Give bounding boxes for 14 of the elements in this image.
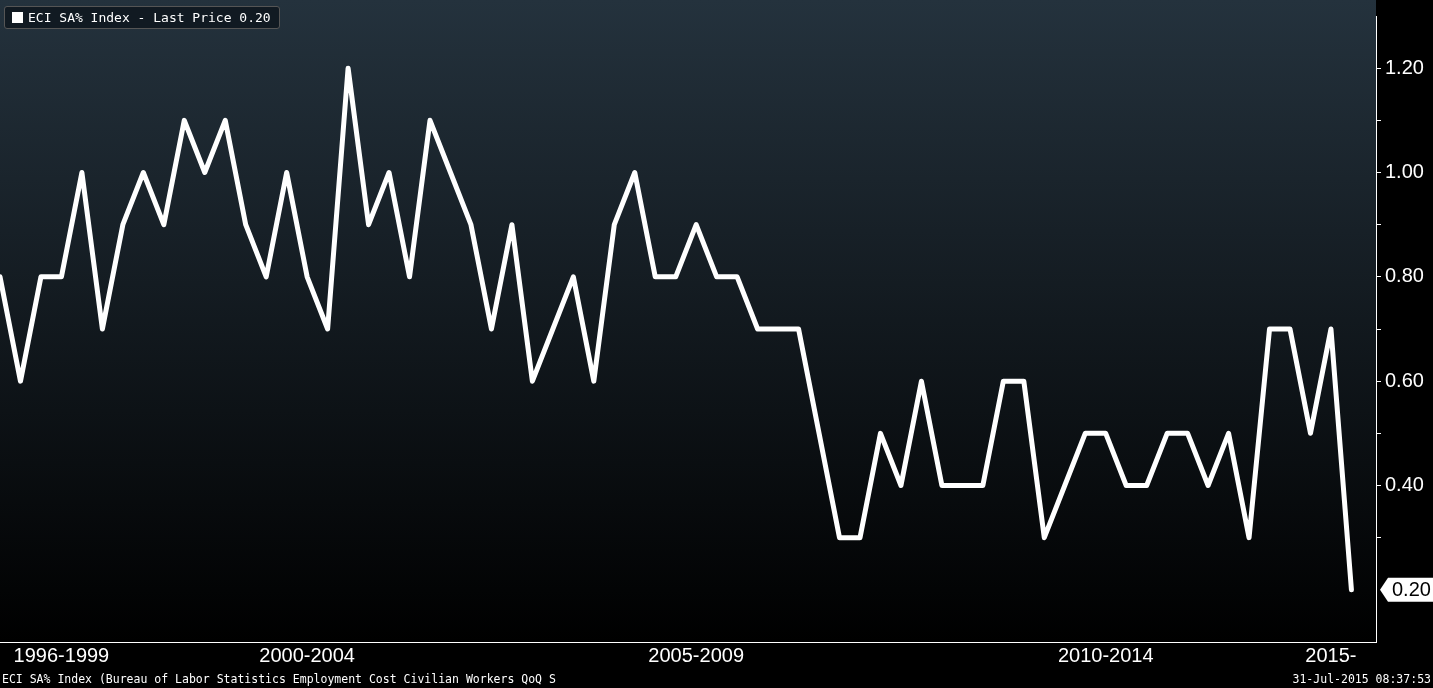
x-tick-label: 2010-2014	[1057, 643, 1154, 666]
legend-label: ECI SA% Index - Last Price 0.20	[28, 10, 271, 25]
y-tick-label: 1.20	[1385, 55, 1424, 78]
text: ECI SA% Index (Bureau of Labor Statistics Employment Cost Civilian Workers QoQ S	[2, 672, 556, 686]
text: 0.20	[1392, 578, 1431, 601]
x-tick-label: 2005-2009	[648, 643, 745, 666]
y-tick-label: 0.60	[1385, 368, 1424, 391]
y-tick-label: 0.80	[1385, 264, 1424, 287]
text: 31-Jul-2015 08:37:53	[1292, 672, 1431, 686]
x-tick-label: 1996-1999	[13, 643, 110, 666]
y-tick-label: 1.00	[1385, 160, 1424, 183]
x-tick-label: 2015-	[1305, 643, 1357, 666]
y-tick-label: 0.40	[1385, 473, 1424, 496]
x-tick-label: 2000-2004	[259, 643, 355, 666]
